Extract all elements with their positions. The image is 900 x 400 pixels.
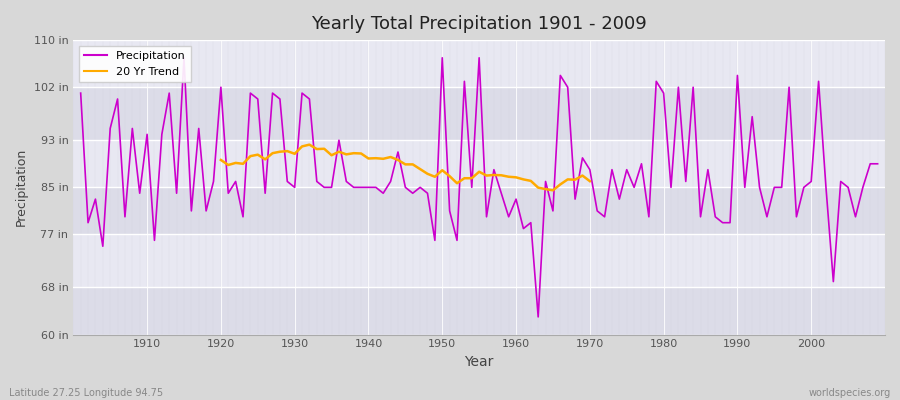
X-axis label: Year: Year [464,355,494,369]
Y-axis label: Precipitation: Precipitation [15,148,28,226]
Bar [73,140,885,187]
Bar [73,288,885,334]
Bar [73,187,885,234]
Text: Latitude 27.25 Longitude 94.75: Latitude 27.25 Longitude 94.75 [9,388,163,398]
Bar [73,234,885,288]
Text: worldspecies.org: worldspecies.org [809,388,891,398]
Bar [73,87,885,140]
Bar [73,40,885,87]
Title: Yearly Total Precipitation 1901 - 2009: Yearly Total Precipitation 1901 - 2009 [311,15,647,33]
Legend: Precipitation, 20 Yr Trend: Precipitation, 20 Yr Trend [79,46,191,82]
